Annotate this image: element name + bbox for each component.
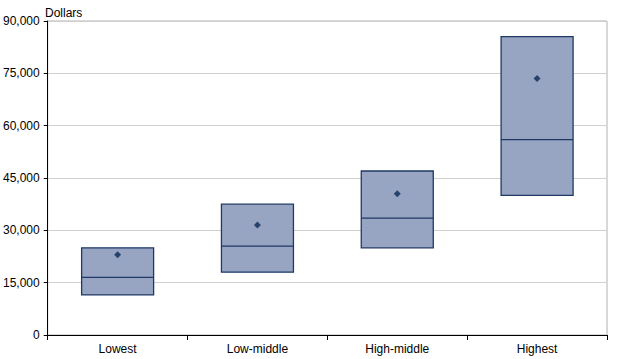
svg-text:30,000: 30,000 [3,223,40,237]
svg-text:Dollars: Dollars [45,6,82,20]
svg-text:Highest: Highest [517,342,558,356]
svg-text:0: 0 [33,328,40,342]
svg-text:45,000: 45,000 [3,171,40,185]
svg-text:15,000: 15,000 [3,276,40,290]
svg-text:75,000: 75,000 [3,66,40,80]
svg-text:Low-middle: Low-middle [227,342,289,356]
svg-text:60,000: 60,000 [3,119,40,133]
svg-text:90,000: 90,000 [3,14,40,28]
svg-text:Lowest: Lowest [99,342,138,356]
svg-text:High-middle: High-middle [365,342,429,356]
